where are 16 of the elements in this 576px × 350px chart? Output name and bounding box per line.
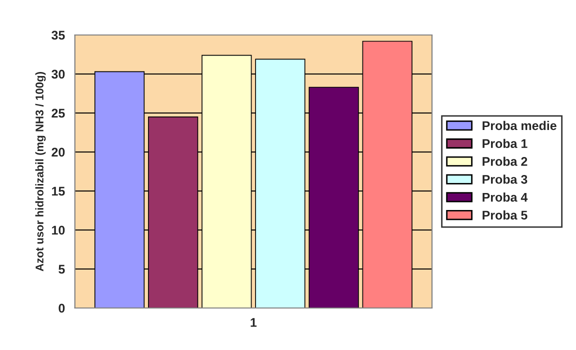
y-tick-label: 20 xyxy=(52,148,65,157)
legend-label: Proba 3 xyxy=(482,174,528,184)
y-axis-title: Azot usor hidrolizabil (mg NH3 / 100g) xyxy=(35,72,46,272)
legend-label: Proba medie xyxy=(482,120,556,130)
legend-label: Proba 2 xyxy=(482,156,528,166)
y-tick-label: 15 xyxy=(52,186,65,196)
y-tick-label: 0 xyxy=(58,304,65,313)
legend-label: Proba 1 xyxy=(482,138,528,148)
legend-label: Proba 5 xyxy=(482,210,528,220)
y-tick-label: 5 xyxy=(58,264,65,274)
y-tick-label: 25 xyxy=(52,108,65,118)
y-tick-label: 35 xyxy=(52,30,65,40)
y-tick-label: 10 xyxy=(52,226,65,235)
legend-label: Proba 4 xyxy=(482,192,528,202)
y-tick-label: 30 xyxy=(52,70,65,79)
x-tick-label: 1 xyxy=(250,318,257,327)
